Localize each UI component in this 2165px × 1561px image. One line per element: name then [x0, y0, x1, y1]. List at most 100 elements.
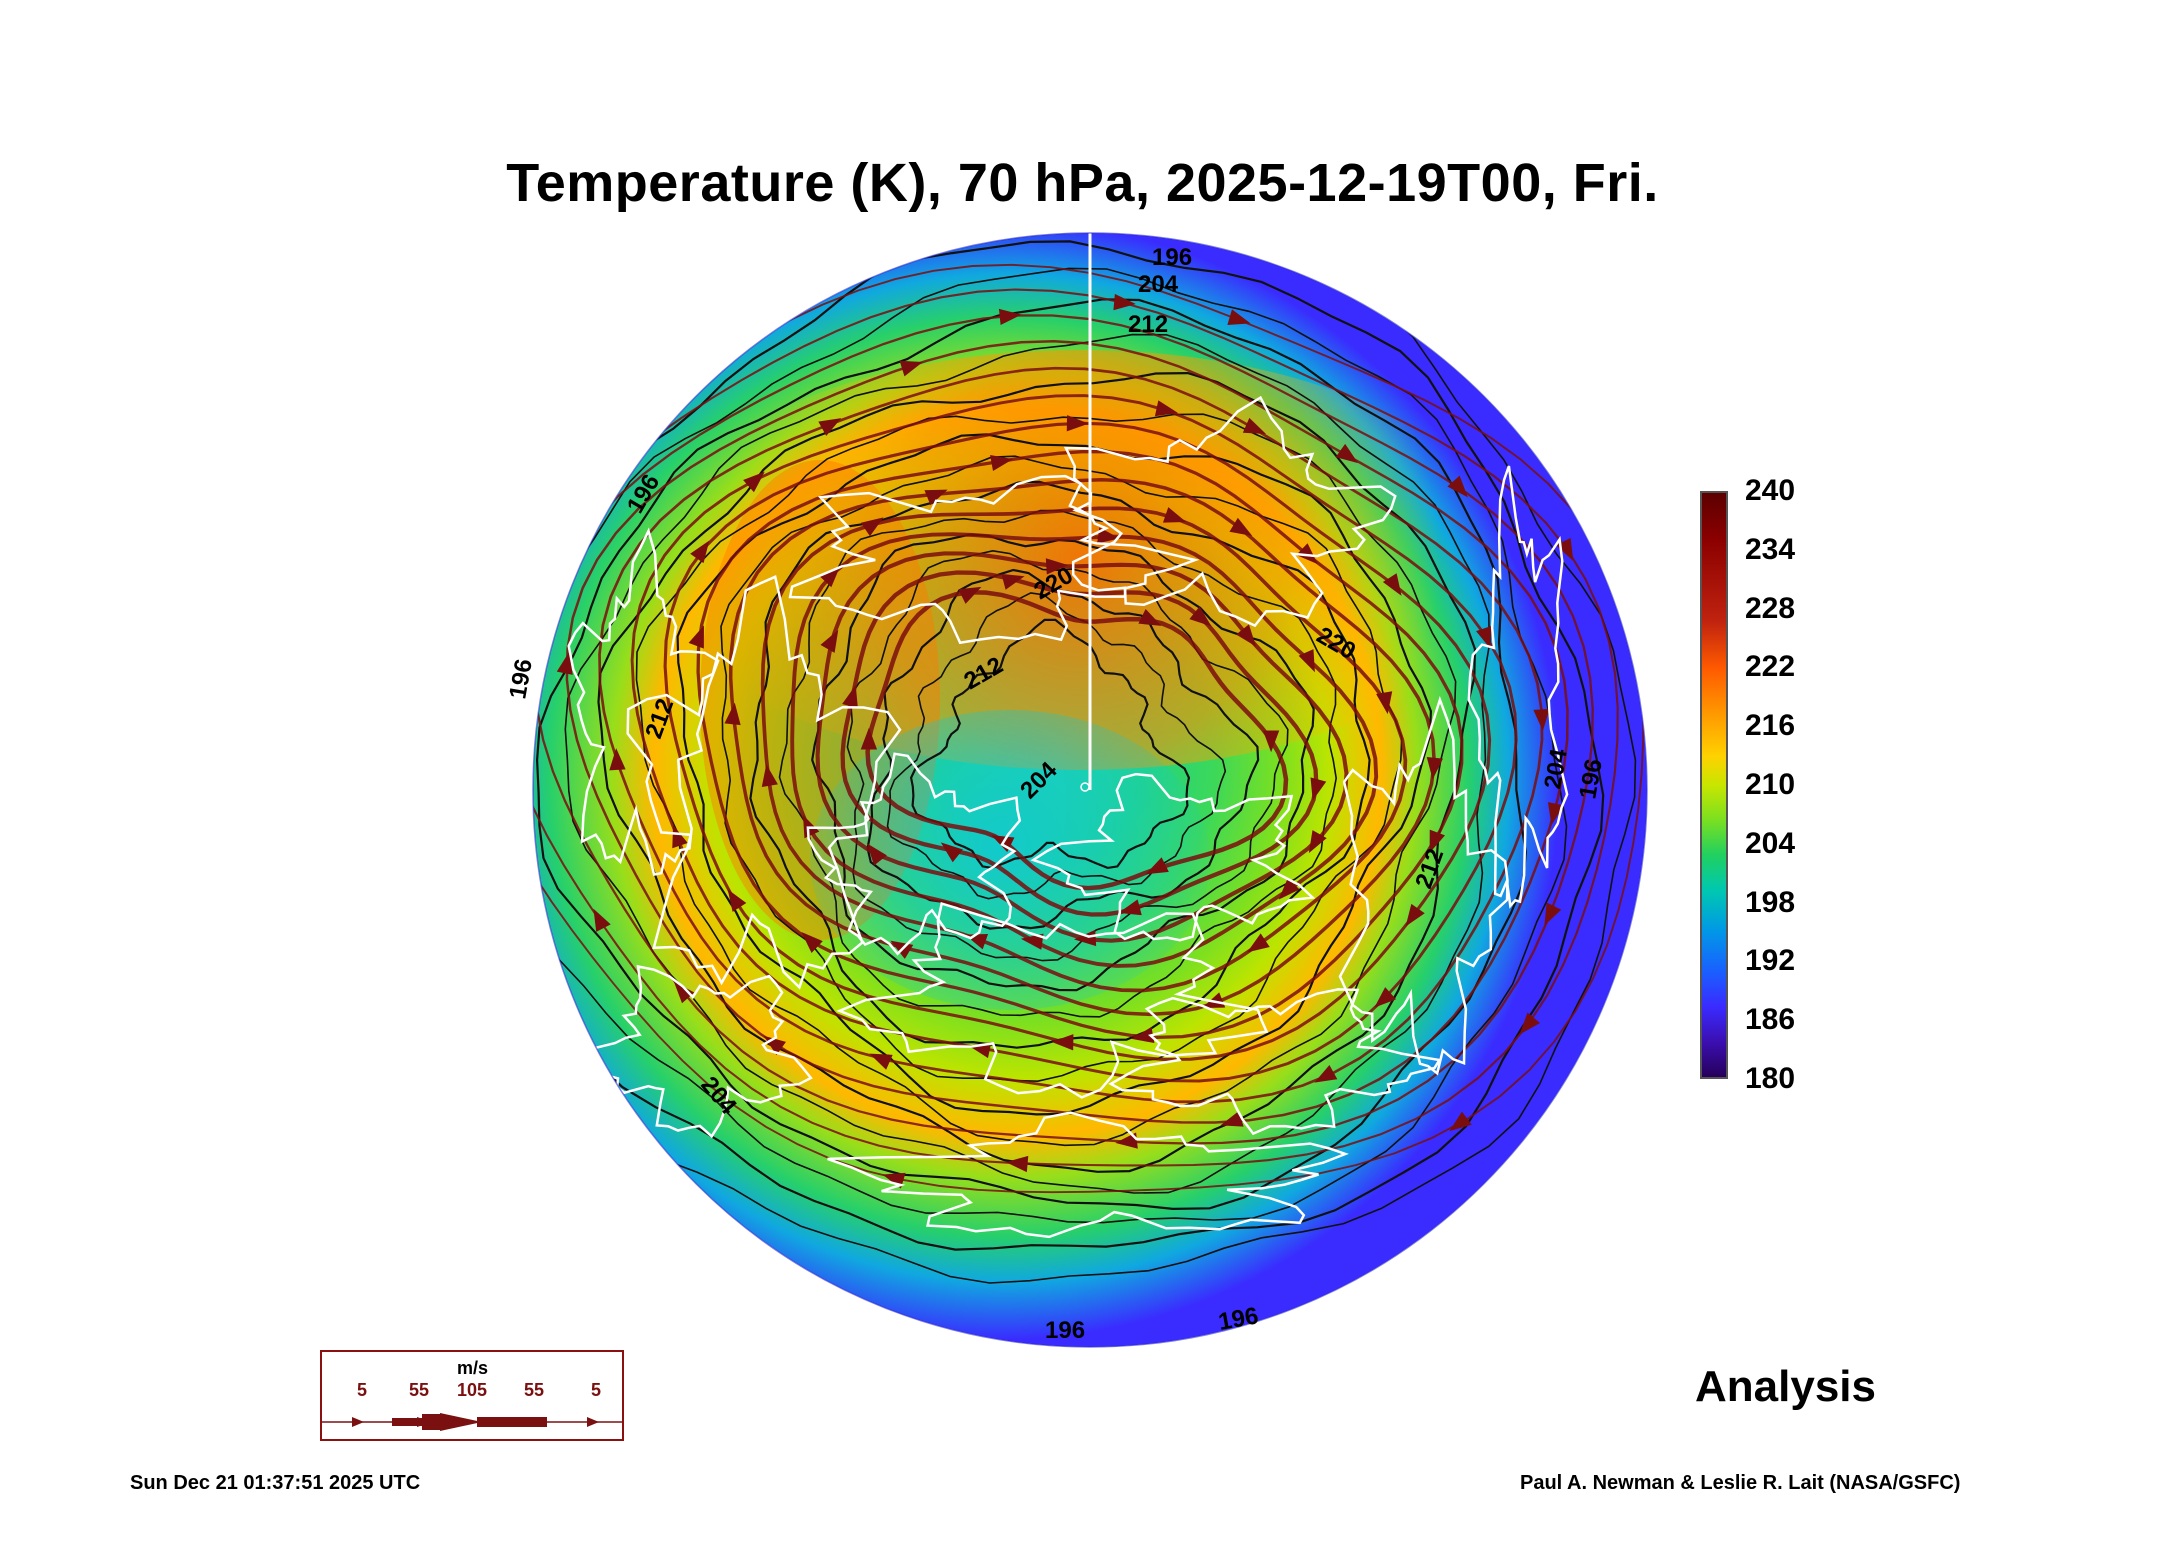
wind-arrowhead	[820, 629, 839, 653]
temperature-contour	[564, 333, 1491, 1194]
wind-arrowhead	[964, 933, 989, 950]
colorbar-tick-label: 240	[1745, 474, 1796, 507]
wind-arrowhead	[1189, 606, 1212, 627]
credit-footer: Paul A. Newman & Leslie R. Lait (NASA/GS…	[1520, 1472, 1961, 1494]
wind-arrowhead	[1066, 415, 1089, 432]
coastline-outline	[1467, 465, 1569, 909]
wind-arrowhead	[1296, 543, 1318, 565]
wind-arrowhead	[1314, 1064, 1338, 1083]
colorbar-tick-label: 198	[1745, 885, 1796, 919]
wind-arrowhead	[763, 1035, 786, 1056]
wind-arrowhead	[1476, 625, 1492, 650]
temperature-contour	[535, 298, 1527, 1211]
wind-arrowhead	[860, 727, 878, 750]
wind-arrowhead	[1278, 878, 1300, 900]
wind-arrowhead	[1405, 903, 1425, 927]
wind-arrowhead	[1374, 987, 1397, 1008]
wind-arrowhead	[556, 546, 574, 570]
wind-arrowhead	[1247, 933, 1270, 953]
wind-arrowhead	[502, 824, 517, 842]
wind-arrowhead	[998, 308, 1022, 326]
wind-arrowhead	[1045, 558, 1069, 575]
wind-arrowhead	[1625, 634, 1642, 658]
wind-arrowhead	[1020, 933, 1044, 950]
wind-arrowhead	[860, 517, 884, 537]
wind-arrowhead	[1154, 400, 1178, 417]
wind-streamline	[760, 506, 1408, 993]
wind-arrowhead	[1310, 777, 1327, 801]
wind-arrowhead	[867, 843, 887, 866]
wind-arrowhead	[1005, 1155, 1029, 1173]
wind-speed-tick: 55	[408, 1380, 430, 1400]
wind-arrowhead	[1376, 691, 1393, 715]
wind-arrowhead	[801, 932, 823, 953]
contour-label: 196	[1152, 244, 1192, 271]
wind-arrowhead	[724, 702, 741, 726]
wind-speed-ticks: 5 55 105 55 5	[322, 1380, 622, 1404]
wind-arrowhead	[1262, 730, 1280, 753]
wind-arrowhead	[882, 1172, 906, 1189]
wind-streamline	[696, 449, 1464, 1040]
wind-arrowhead	[1382, 573, 1402, 596]
wind-streamline	[663, 421, 1492, 1061]
temperature-contour	[886, 592, 1227, 900]
wind-arrowhead	[1298, 649, 1315, 673]
wind-arrowhead	[686, 366, 709, 387]
wind-arrowhead	[1097, 527, 1120, 544]
wind-arrowhead	[1449, 1111, 1472, 1132]
wind-speed-tick: 105	[456, 1380, 488, 1400]
wind-arrowhead	[1519, 1012, 1540, 1035]
wind-arrowhead	[818, 418, 842, 436]
wind-arrowhead	[1138, 608, 1162, 626]
contour-label: 212	[1128, 311, 1168, 338]
wind-streamline	[598, 366, 1544, 1104]
wind-arrowhead	[958, 586, 982, 604]
temperature-contour	[533, 267, 1568, 1224]
wind-speed-legend: m/s 5 55 105 55 5	[320, 1350, 624, 1441]
wind-unit-label: m/s	[457, 1358, 489, 1378]
wind-arrowhead	[556, 651, 573, 675]
wind-arrowhead	[1113, 293, 1136, 311]
wind-streamline	[533, 263, 1645, 1194]
contour-label: 196	[504, 657, 538, 701]
wind-streamlines	[502, 263, 1645, 1194]
temperature-contour	[635, 413, 1457, 1147]
coastline-outline	[1338, 695, 1509, 1076]
wind-arrowhead	[1533, 708, 1550, 732]
wind-arrowhead	[1547, 802, 1564, 826]
temperature-contour	[533, 240, 1605, 1251]
contour-label: 204	[1138, 271, 1179, 298]
wind-arrowhead	[593, 908, 611, 932]
wind-arrowhead	[924, 489, 948, 506]
wind-streamline	[565, 340, 1569, 1124]
colorbar-tick-label: 216	[1745, 709, 1796, 743]
wind-arrowhead	[899, 360, 923, 377]
wind-arrowhead	[1162, 507, 1187, 523]
coastline-outline	[626, 575, 902, 990]
wind-arrowhead	[1227, 309, 1251, 326]
plot-title: Temperature (K), 70 hPa, 2025-12-19T00, …	[506, 153, 1659, 213]
wind-arrowhead	[869, 1053, 893, 1070]
wind-arrowhead	[609, 748, 626, 771]
wind-arrowhead	[1447, 475, 1468, 498]
wind-streamline	[790, 532, 1379, 968]
wind-arrowhead	[1308, 830, 1327, 854]
temperature-contour	[720, 455, 1403, 1083]
temperature-contour	[909, 618, 1191, 870]
wind-speed-tick: 5	[590, 1380, 602, 1400]
colorbar-tick-label: 210	[1745, 768, 1796, 801]
coastline-outline	[1030, 772, 1316, 942]
wind-arrowhead	[990, 454, 1013, 472]
wind-arrowhead	[610, 452, 631, 475]
wind-arrowhead	[1220, 1111, 1244, 1127]
colorbar-tick-label: 234	[1745, 532, 1796, 566]
wind-arrowhead	[1115, 1132, 1138, 1149]
wind-streamline	[533, 288, 1619, 1167]
wind-arrowhead	[940, 842, 963, 863]
colorbar-tick-label: 180	[1745, 1062, 1796, 1095]
coastline-outline	[806, 752, 1022, 956]
wind-arrowhead	[1118, 899, 1142, 916]
wind-arrowhead	[1236, 624, 1256, 647]
temperature-colorbar	[1700, 491, 1728, 1079]
temperature-contour	[676, 433, 1433, 1116]
